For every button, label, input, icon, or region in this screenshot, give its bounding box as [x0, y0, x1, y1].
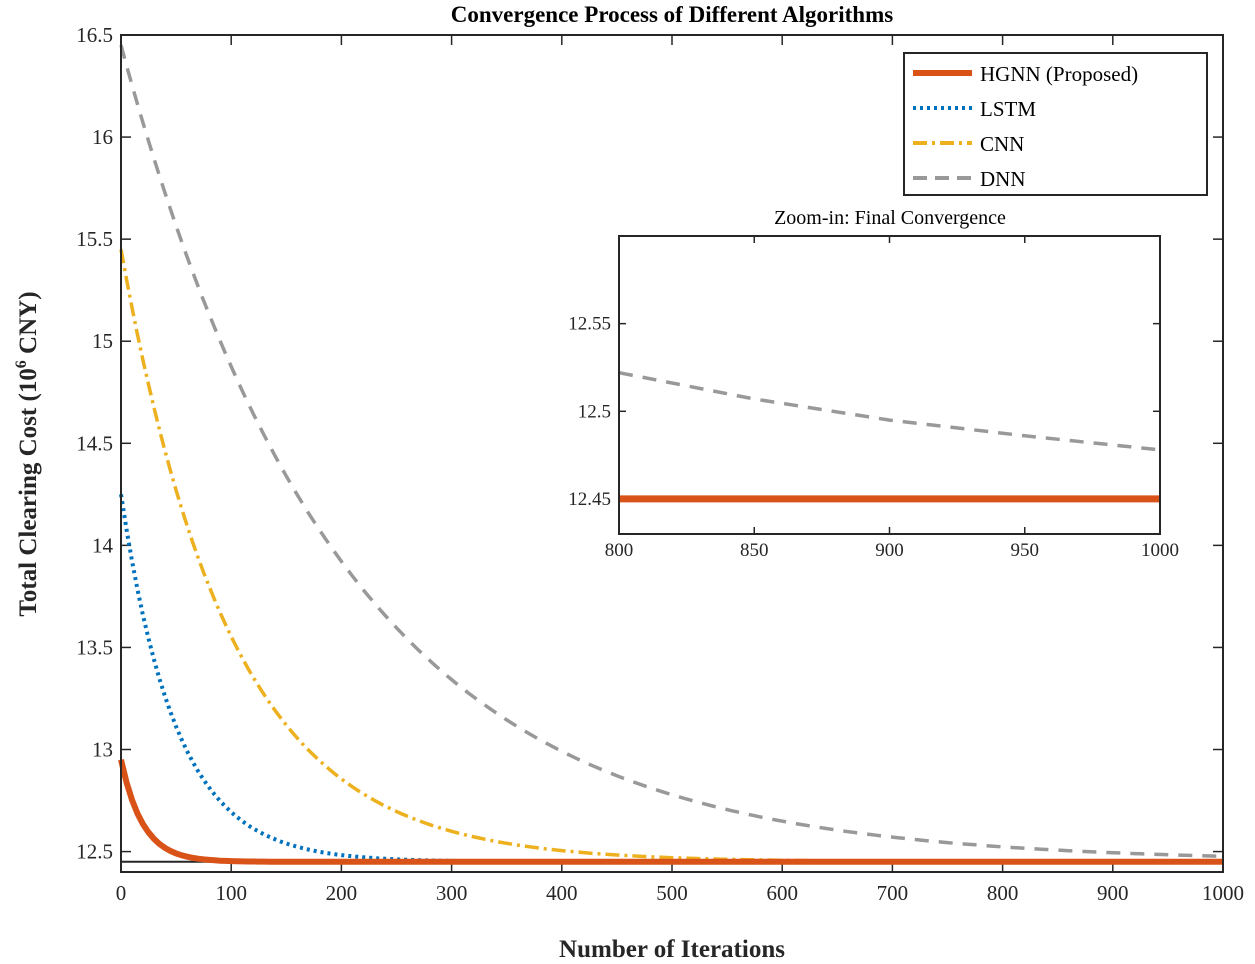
inset-y-tick-label: 12.5 [578, 401, 611, 422]
y-tick-label: 14.5 [76, 431, 113, 455]
legend: HGNN (Proposed) LSTM CNN DNN [903, 52, 1208, 196]
zoom-inset: Zoom-in: Final Convergence 800 850 900 950 1… [568, 207, 1179, 561]
y-axis-label-unit: CNY) [15, 291, 42, 360]
inset-x-tick-label: 900 [875, 540, 904, 561]
y-tick-label: 12.5 [76, 840, 113, 864]
inset-plot-frame [618, 235, 1161, 535]
inset-y-tick-label: 12.45 [568, 489, 611, 510]
main-series-lines [118, 44, 1224, 865]
series-line-lstm [119, 493, 1223, 864]
main-plot-frame [120, 34, 1224, 873]
y-axis-label: Total Clearing Cost (106 CNY) [13, 291, 42, 616]
series-line-dnn [119, 44, 1224, 859]
x-axis-label: Number of Iterations [559, 936, 785, 963]
legend-box [903, 52, 1208, 196]
inset-title: Zoom-in: Final Convergence [774, 207, 1006, 229]
inset-series-lines [618, 370, 1161, 503]
y-tick-label: 15 [92, 329, 113, 353]
inset-background [619, 236, 1160, 534]
x-tick-label: 600 [766, 881, 798, 905]
x-tick-label: 1000 [1202, 881, 1244, 905]
y-tick-label: 15.5 [76, 227, 113, 251]
inset-x-tick-label: 950 [1011, 540, 1040, 561]
y-tick-label: 14 [92, 533, 114, 557]
x-tick-label: 0 [116, 881, 127, 905]
inset-y-tick-label: 12.55 [568, 314, 611, 335]
y-tick-label: 16.5 [76, 23, 113, 47]
y-tick-label: 16 [92, 125, 113, 149]
x-tick-label: 700 [877, 881, 909, 905]
y-axis-label-main: Total Clearing Cost (10 [15, 368, 42, 616]
x-tick-label: 800 [987, 881, 1019, 905]
y-tick-label: 13.5 [76, 635, 113, 659]
inset-x-tick-label: 850 [740, 540, 769, 561]
x-tick-label: 500 [656, 881, 688, 905]
inset-x-tick-label: 800 [605, 540, 634, 561]
x-tick-label: 400 [546, 881, 578, 905]
x-tick-label: 300 [436, 881, 468, 905]
x-tick-label: 200 [326, 881, 358, 905]
y-axis-label-exponent: 6 [13, 360, 30, 368]
inset-series-line-dnn [618, 370, 1161, 452]
x-tick-label: 900 [1097, 881, 1129, 905]
legend-label: LSTM [980, 97, 1036, 121]
legend-label: DNN [980, 167, 1026, 191]
legend-label: CNN [980, 132, 1024, 156]
legend-label: HGNN (Proposed) [980, 62, 1138, 86]
series-line-hgnn [118, 758, 1223, 865]
x-tick-label: 100 [215, 881, 247, 905]
chart-title: Convergence Process of Different Algorit… [451, 2, 893, 27]
y-tick-label: 13 [92, 738, 113, 762]
main-axis-ticks: 0 100 200 300 400 500 600 700 800 900 1000 12.5 13 13… [76, 23, 1244, 905]
inset-x-tick-label: 1000 [1141, 540, 1179, 561]
